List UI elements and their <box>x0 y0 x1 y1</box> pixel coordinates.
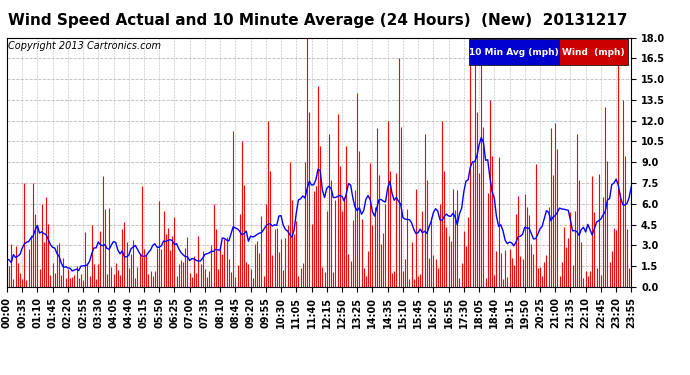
Text: 10 Min Avg (mph): 10 Min Avg (mph) <box>469 48 559 57</box>
Text: Wind Speed Actual and 10 Minute Average (24 Hours)  (New)  20131217: Wind Speed Actual and 10 Minute Average … <box>8 13 627 28</box>
Text: Wind  (mph): Wind (mph) <box>562 48 624 57</box>
Text: Copyright 2013 Cartronics.com: Copyright 2013 Cartronics.com <box>8 41 161 51</box>
